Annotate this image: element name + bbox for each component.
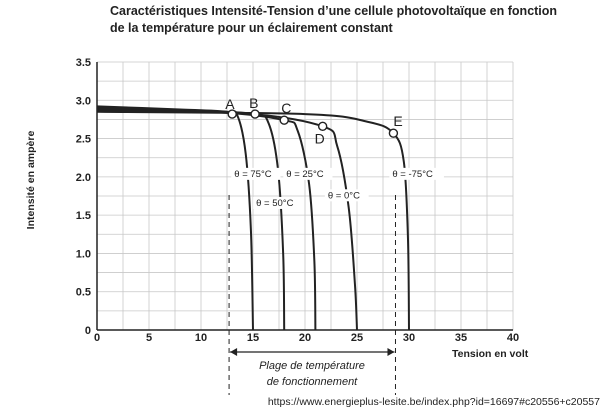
max-power-point-b [250,109,260,119]
y-tick-labels: 0 0.5 1.0 1.5 2.0 2.5 3.0 3.5 [76,57,91,337]
y-tick-label: 1.5 [76,210,91,222]
source-url: https://www.energieplus-lesite.be/index.… [268,396,600,408]
max-power-point-d [317,121,328,132]
max-power-points: A B C D E [225,95,403,146]
temperature-label-bg [389,167,444,180]
x-tick-label: 15 [247,332,259,344]
temperature-label-bg [253,196,303,209]
temperature-labels: θ = 75°C θ = 50°C θ = 25°C θ = 0°C θ = -75°C [231,167,444,209]
y-tick-label: 3.0 [76,95,91,107]
y-axis-label: Intensité en ampère [25,131,37,230]
point-label-e: E [393,113,402,129]
chart-title-line-2: de la température pour un éclairement co… [110,21,394,35]
temperature-label-5: θ = -75°C [392,169,433,180]
x-tick-label: 5 [146,332,152,344]
y-tick-label: 3.5 [76,57,91,69]
temperature-label-bg [231,167,281,180]
x-tick-label: 35 [455,332,467,344]
x-tick-label: 20 [299,332,311,344]
range-label-line-1: Plage de température [259,360,365,372]
temperature-label-1: θ = 75°C [234,169,271,180]
temperature-label-bg [324,189,369,202]
point-label-b: B [249,95,258,111]
grid [96,61,514,331]
temperature-label-3: θ = 25°C [286,169,323,180]
y-tick-label: 0 [85,325,91,337]
y-tick-label: 2.0 [76,172,91,184]
y-tick-label: 0.5 [76,287,91,299]
max-power-point-c [279,115,289,125]
x-tick-label: 30 [403,332,415,344]
y-tick-label: 1.0 [76,248,91,260]
x-tick-label: 0 [94,332,100,344]
x-tick-labels: 0 5 10 15 20 25 30 35 40 [94,332,519,344]
iv-curve-series-2 [96,106,286,331]
temperature-label-4: θ = 0°C [328,190,360,201]
range-label-line-2: de fonctionnement [267,376,358,388]
x-tick-label: 40 [507,332,519,344]
x-tick-label: 25 [351,332,363,344]
point-label-c: C [281,100,291,116]
max-power-point-e [388,128,399,138]
point-label-d: D [315,130,325,146]
operating-range [228,195,396,395]
chart-title-line-1: Caractéristiques Intensité-Tension d’une… [110,4,557,18]
temperature-label-2: θ = 50°C [256,198,293,209]
x-tick-label: 10 [195,332,207,344]
temperature-label-bg [283,167,333,180]
x-axis-label: Tension en volt [452,348,529,360]
y-tick-label: 2.5 [76,134,91,146]
range-arrowhead-left [230,348,238,356]
max-power-point-a [227,109,237,119]
range-arrowhead-right [387,348,395,356]
point-label-a: A [225,96,235,112]
